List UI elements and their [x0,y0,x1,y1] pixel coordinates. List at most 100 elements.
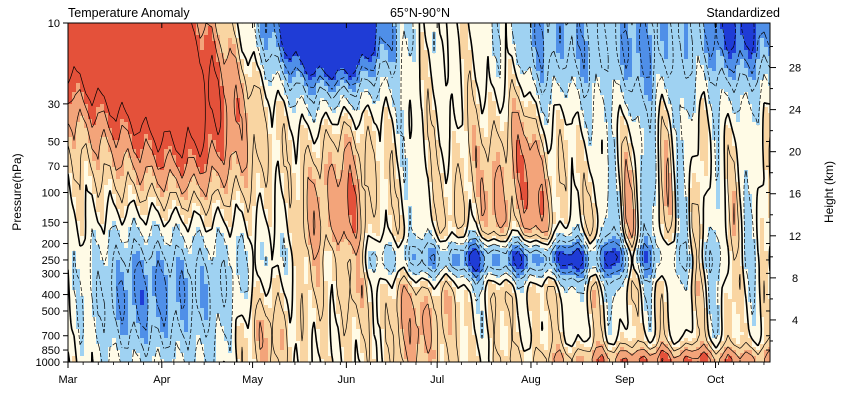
heatmap-cell [164,95,168,98]
heatmap-cell [216,302,220,305]
heatmap-cell [136,23,140,26]
heatmap-cell [148,299,152,302]
heatmap-cell [136,281,140,284]
heatmap-cell [212,161,216,164]
heatmap-cell [240,224,244,227]
heatmap-cell [228,293,232,296]
heatmap-cell [224,347,228,350]
heatmap-cell [140,71,144,74]
heatmap-cell [212,62,216,65]
heatmap-cell [168,266,172,269]
heatmap-cell [68,56,72,59]
heatmap-cell [112,191,116,194]
heatmap-cell [188,113,192,116]
heatmap-cell [228,182,232,185]
heatmap-cell [80,311,84,314]
heatmap-cell [132,101,136,104]
heatmap-cell [84,179,88,182]
heatmap-cell [92,35,96,38]
heatmap-cell [196,218,200,221]
heatmap-cell [104,146,108,149]
heatmap-cell [164,143,168,146]
heatmap-cell [84,245,88,248]
heatmap-cell [192,50,196,53]
heatmap-cell [132,173,136,176]
heatmap-cell [116,149,120,152]
heatmap-cell [180,80,184,83]
heatmap-cell [196,110,200,113]
heatmap-cell [192,128,196,131]
heatmap-cell [204,347,208,350]
heatmap-cell [68,335,72,338]
heatmap-cell [148,290,152,293]
heatmap-cell [240,152,244,155]
heatmap-cell [240,284,244,287]
heatmap-cell [156,86,160,89]
heatmap-cell [164,26,168,29]
heatmap-cell [80,47,84,50]
heatmap-cell [128,92,132,95]
heatmap-cell [200,269,204,272]
heatmap-cell [124,32,128,35]
heatmap-cell [152,233,156,236]
heatmap-cell [144,188,148,191]
heatmap-cell [204,221,208,224]
heatmap-cell [116,155,120,158]
heatmap-cell [144,344,148,347]
heatmap-cell [240,26,244,29]
heatmap-cell [176,257,180,260]
heatmap-cell [144,155,148,158]
heatmap-cell [84,308,88,311]
heatmap-cell [224,257,228,260]
heatmap-cell [120,56,124,59]
heatmap-cell [204,113,208,116]
heatmap-cell [200,83,204,86]
heatmap-cell [236,230,240,233]
heatmap-cell [212,281,216,284]
heatmap-cell [164,50,168,53]
heatmap-cell [228,95,232,98]
heatmap-cell [136,74,140,77]
heatmap-cell [152,230,156,233]
heatmap-cell [144,65,148,68]
heatmap-cell [188,98,192,101]
heatmap-cell [192,134,196,137]
heatmap-cell [96,59,100,62]
heatmap-cell [204,299,208,302]
heatmap-cell [160,263,164,266]
heatmap-cell [92,86,96,89]
heatmap-cell [132,227,136,230]
heatmap-cell [128,356,132,359]
heatmap-cell [92,281,96,284]
heatmap-cell [80,59,84,62]
heatmap-cell [188,302,192,305]
heatmap-cell [76,248,80,251]
heatmap-cell [192,149,196,152]
heatmap-cell [144,74,148,77]
heatmap-cell [180,59,184,62]
heatmap-cell [156,332,160,335]
heatmap-cell [164,236,168,239]
heatmap-cell [128,287,132,290]
heatmap-cell [168,356,172,359]
heatmap-cell [204,317,208,320]
heatmap-cell [136,50,140,53]
heatmap-cell [124,200,128,203]
heatmap-cell [132,32,136,35]
heatmap-cell [172,59,176,62]
heatmap-cell [108,65,112,68]
heatmap-cell [204,302,208,305]
heatmap-cell [180,29,184,32]
heatmap-cell [228,44,232,47]
heatmap-cell [228,281,232,284]
heatmap-cell [228,104,232,107]
heatmap-cell [136,119,140,122]
heatmap-cell [112,149,116,152]
heatmap-cell [232,68,236,71]
heatmap-cell [100,65,104,68]
heatmap-cell [88,311,92,314]
heatmap-cell [188,143,192,146]
heatmap-cell [168,326,172,329]
heatmap-cell [184,356,188,359]
heatmap-cell [112,287,116,290]
